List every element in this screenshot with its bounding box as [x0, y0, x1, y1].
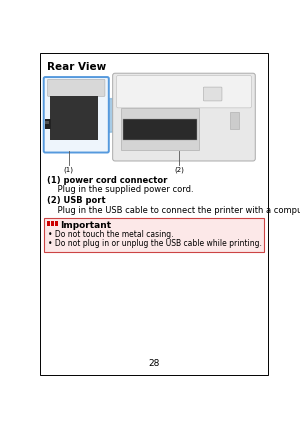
- Bar: [50, 95, 98, 140]
- Text: Plug in the USB cable to connect the printer with a computer.: Plug in the USB cable to connect the pri…: [47, 206, 300, 215]
- Text: • Do not plug in or unplug the USB cable while printing.: • Do not plug in or unplug the USB cable…: [48, 239, 262, 248]
- Bar: [47, 221, 50, 226]
- FancyBboxPatch shape: [116, 75, 251, 108]
- FancyBboxPatch shape: [113, 73, 255, 161]
- Text: (2) USB port: (2) USB port: [47, 196, 105, 205]
- Text: (1): (1): [64, 166, 74, 173]
- Text: Rear View: Rear View: [47, 61, 106, 72]
- Bar: [230, 112, 239, 129]
- Bar: [45, 119, 52, 129]
- FancyBboxPatch shape: [203, 87, 222, 101]
- Text: 28: 28: [148, 359, 159, 368]
- Text: • Do not touch the metal casing.: • Do not touch the metal casing.: [48, 229, 174, 239]
- Text: (1) power cord connector: (1) power cord connector: [47, 176, 167, 184]
- Text: (2): (2): [174, 166, 184, 173]
- Text: Important: Important: [60, 221, 111, 230]
- Bar: [123, 119, 197, 140]
- FancyBboxPatch shape: [44, 77, 109, 153]
- FancyBboxPatch shape: [48, 79, 105, 96]
- Text: Plug in the supplied power cord.: Plug in the supplied power cord.: [47, 185, 194, 194]
- Bar: [55, 221, 58, 226]
- Bar: [44, 218, 264, 252]
- Polygon shape: [107, 99, 161, 132]
- Bar: [51, 221, 54, 226]
- Bar: [121, 108, 199, 150]
- Bar: [45, 121, 49, 124]
